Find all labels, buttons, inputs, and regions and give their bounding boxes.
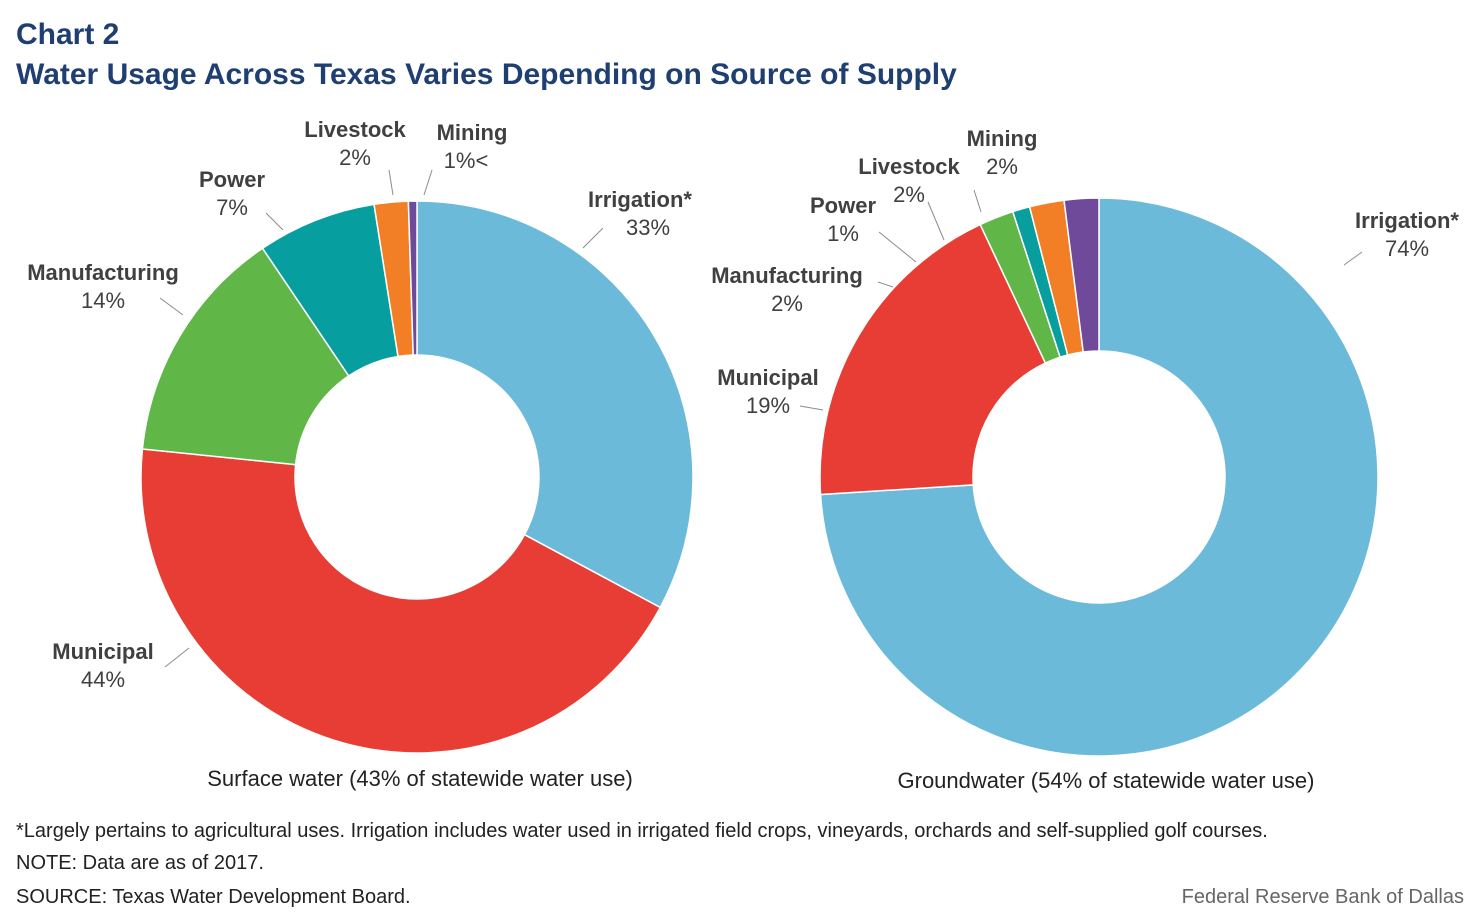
- groundwater-leader-line-irrigation: [1343, 251, 1363, 266]
- surface-slice-mining: [407, 200, 418, 356]
- chart-title: Chart 2: [16, 18, 120, 51]
- surface-water-caption: Surface water (43% of statewide water us…: [207, 766, 633, 791]
- donut-charts: Irrigation* 33% Municipal 44% Manufacturing 1…: [27, 117, 1459, 793]
- groundwater-label-power: Power: [810, 193, 876, 218]
- surface-value-mining: 1%<: [444, 148, 489, 173]
- groundwater-value-municipal: 19%: [746, 393, 790, 418]
- groundwater-leader-line-power: [878, 231, 917, 263]
- groundwater-label-mining: Mining: [967, 126, 1038, 151]
- groundwater-leader-line-manufacturing: [877, 281, 894, 288]
- surface-label-power: Power: [199, 167, 265, 192]
- surface-water-donut: Irrigation* 33% Municipal 44% Manufacturing 1…: [27, 117, 694, 754]
- groundwater-caption: Groundwater (54% of statewide water use): [898, 768, 1315, 793]
- groundwater-value-livestock: 2%: [893, 182, 925, 207]
- surface-slice-irrigation: [416, 200, 694, 609]
- source-note: SOURCE: Texas Water Development Board.: [16, 886, 411, 908]
- surface-label-livestock: Livestock: [304, 117, 406, 142]
- surface-value-municipal: 44%: [81, 667, 125, 692]
- surface-value-manufacturing: 14%: [81, 288, 125, 313]
- groundwater-label-livestock: Livestock: [858, 154, 960, 179]
- groundwater-leader-line-municipal: [799, 405, 824, 411]
- groundwater-slice-mining: [1063, 197, 1100, 353]
- surface-slice-municipal: [140, 448, 662, 754]
- surface-slice-manufacturing: [141, 247, 350, 466]
- surface-leader-line-irrigation: [582, 227, 604, 249]
- groundwater-leader-line-mining: [973, 189, 982, 213]
- chart-subtitle: Water Usage Across Texas Varies Dependin…: [16, 58, 957, 91]
- data-note: NOTE: Data are as of 2017.: [16, 852, 264, 874]
- surface-label-municipal: Municipal: [52, 639, 153, 664]
- surface-leader-line-livestock: [388, 169, 394, 196]
- footnote: *Largely pertains to agricultural uses. …: [16, 820, 1268, 842]
- credit: Federal Reserve Bank of Dallas: [1181, 886, 1464, 908]
- surface-leader-line-manufacturing: [159, 297, 184, 316]
- surface-label-manufacturing: Manufacturing: [27, 260, 179, 285]
- surface-label-mining: Mining: [437, 120, 508, 145]
- groundwater-donut: Irrigation* 74% Municipal 19% Manufacturing 2…: [711, 126, 1459, 757]
- surface-leader-line-power: [265, 212, 284, 231]
- groundwater-value-irrigation: 74%: [1385, 236, 1429, 261]
- groundwater-value-mining: 2%: [986, 154, 1018, 179]
- surface-value-livestock: 2%: [339, 145, 371, 170]
- groundwater-label-manufacturing: Manufacturing: [711, 263, 863, 288]
- groundwater-slice-irrigation: [819, 197, 1379, 757]
- groundwater-slice-municipal: [819, 223, 1047, 496]
- groundwater-leader-line-livestock: [927, 201, 945, 241]
- groundwater-value-power: 1%: [827, 221, 859, 246]
- surface-label-irrigation: Irrigation*: [588, 187, 692, 212]
- surface-leader-line-municipal: [164, 647, 190, 668]
- surface-value-power: 7%: [216, 195, 248, 220]
- surface-value-irrigation: 33%: [626, 215, 670, 240]
- groundwater-label-municipal: Municipal: [717, 365, 818, 390]
- surface-leader-line-mining: [423, 169, 433, 196]
- groundwater-value-manufacturing: 2%: [771, 291, 803, 316]
- groundwater-label-irrigation: Irrigation*: [1355, 208, 1459, 233]
